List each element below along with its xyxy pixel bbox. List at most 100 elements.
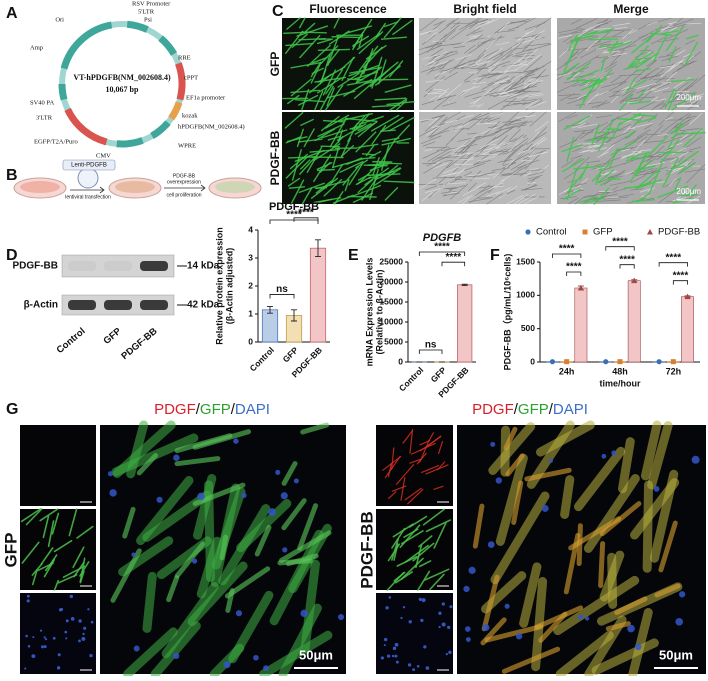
- band-label: β-Actin: [24, 300, 58, 311]
- step-label: cell proliferation: [166, 192, 201, 198]
- nucleus: [400, 617, 402, 619]
- nucleus: [66, 619, 69, 622]
- nucleus: [173, 455, 179, 461]
- nucleus: [65, 637, 67, 639]
- marker: [525, 229, 530, 234]
- feature-arc: [62, 84, 64, 100]
- x-tick-label: 72h: [666, 366, 682, 376]
- feature-arc: [152, 123, 168, 136]
- nucleus: [64, 631, 67, 634]
- nucleus: [447, 626, 450, 629]
- nucleus: [654, 486, 660, 492]
- nucleus: [490, 442, 495, 447]
- panel-letter: E: [348, 247, 359, 264]
- nucleus: [91, 621, 94, 624]
- y-tick-label: 0: [248, 336, 253, 346]
- step-label: lentiviral transfection: [65, 194, 111, 200]
- nucleus: [24, 667, 26, 669]
- virus-vector: [78, 168, 98, 188]
- feature-label: Ori: [55, 16, 64, 23]
- nucleus: [300, 610, 307, 617]
- feature-arc: [127, 24, 147, 29]
- nucleus: [446, 653, 448, 655]
- nucleus: [417, 665, 420, 668]
- sig-label: ****: [566, 262, 582, 273]
- nucleus: [578, 614, 583, 619]
- stain-title: PDGF/GFP/DAPI: [472, 401, 588, 418]
- sig-label: ****: [619, 254, 635, 265]
- nucleus: [409, 620, 412, 623]
- marker: [550, 359, 555, 364]
- lane-label: PDGF-BB: [119, 326, 159, 362]
- nucleus: [275, 470, 280, 475]
- blot-band: [68, 300, 96, 310]
- nucleus: [422, 598, 426, 602]
- nucleus: [32, 636, 34, 638]
- cell: [612, 557, 613, 604]
- nucleus: [294, 478, 299, 483]
- feature-arc: [117, 140, 143, 144]
- marker: [618, 359, 623, 364]
- lane-label: GFP: [102, 325, 125, 346]
- blot-band: [104, 261, 132, 271]
- sig-label: ****: [446, 252, 462, 263]
- column-header: Bright field: [453, 2, 516, 16]
- nucleus: [601, 454, 606, 459]
- nucleus: [78, 619, 81, 622]
- nucleus: [59, 608, 62, 611]
- feature-arc: [178, 63, 182, 99]
- y-tick-label: 3: [248, 252, 253, 262]
- nucleus: [395, 643, 399, 647]
- group-label: GFP: [1, 533, 20, 568]
- nucleus: [385, 606, 388, 609]
- x-tick-label: GFP: [281, 345, 301, 365]
- feature-label: 3'LTR: [36, 114, 53, 121]
- nucleus: [438, 626, 440, 628]
- nucleus: [381, 656, 384, 659]
- bar: [457, 285, 472, 362]
- y-tick-label: 25000: [379, 256, 403, 266]
- y-tick-label: 2: [248, 280, 253, 290]
- feature-label: RSV Promoter: [132, 0, 171, 7]
- nucleus: [253, 655, 259, 661]
- plasmid-name: VT-hPDGFB(NM_002608.4): [73, 73, 171, 82]
- dish-cells: [215, 181, 255, 193]
- nucleus: [41, 645, 44, 648]
- sig-label: ns: [276, 284, 288, 295]
- nucleus: [134, 646, 140, 652]
- sig-label: ****: [559, 244, 575, 255]
- nucleus: [449, 605, 452, 608]
- y-axis-label: (Relative to β-Actin): [374, 269, 384, 354]
- x-axis-label: time/hour: [599, 378, 640, 388]
- nucleus: [338, 614, 344, 620]
- micrograph: [376, 593, 453, 674]
- y-tick-label: 1500: [516, 256, 535, 266]
- nucleus: [131, 552, 135, 556]
- nucleus: [89, 654, 92, 657]
- nucleus: [197, 493, 205, 501]
- feature-label: Amp: [30, 44, 43, 51]
- sig-label: ****: [673, 270, 689, 281]
- nucleus: [675, 618, 683, 626]
- step-label: overexpression: [167, 179, 201, 185]
- nucleus: [44, 645, 47, 648]
- nucleus: [442, 623, 446, 627]
- nucleus: [108, 471, 113, 476]
- marker: [603, 359, 608, 364]
- feature-arc: [64, 38, 83, 68]
- nucleus: [438, 612, 441, 615]
- marker: [564, 359, 569, 364]
- y-tick-label: 5000: [384, 336, 403, 346]
- blot-band: [104, 300, 132, 310]
- stain-part: PDGF: [154, 401, 196, 418]
- nucleus: [263, 665, 269, 671]
- cell: [222, 537, 226, 558]
- nucleus: [78, 639, 81, 642]
- nucleus: [83, 627, 86, 630]
- bar: [310, 248, 325, 342]
- nucleus: [469, 567, 476, 574]
- nucleus: [463, 586, 469, 592]
- legend-label: Control: [536, 227, 567, 238]
- legend-label: PDGF-BB: [658, 227, 700, 238]
